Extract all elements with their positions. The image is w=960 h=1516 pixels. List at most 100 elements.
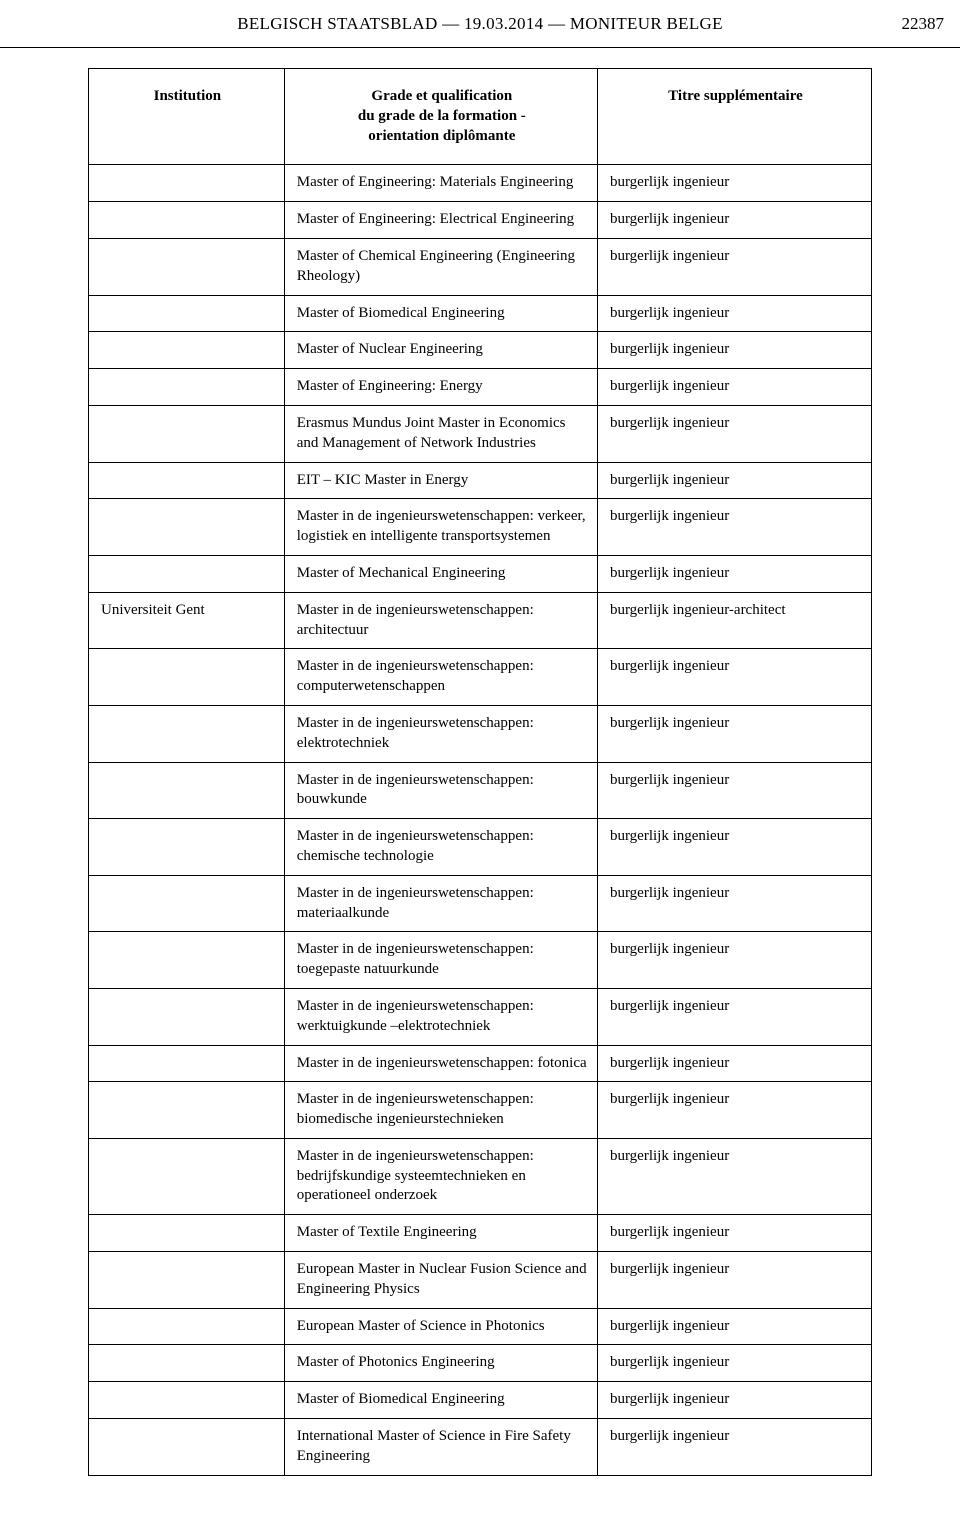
- col-titre: Titre supplémentaire: [597, 69, 871, 165]
- cell-grade: Master in de ingenieurswetenschappen: fo…: [284, 1045, 597, 1082]
- table-row: Master in de ingenieurswetenschappen: bi…: [89, 1082, 872, 1139]
- table-row: Erasmus Mundus Joint Master in Economics…: [89, 405, 872, 462]
- cell-grade: Master of Biomedical Engineering: [284, 295, 597, 332]
- cell-titre: burgerlijk ingenieur: [597, 1082, 871, 1139]
- cell-grade: International Master of Science in Fire …: [284, 1419, 597, 1476]
- cell-institution: [89, 369, 285, 406]
- cell-grade: Master in de ingenieurswetenschappen: we…: [284, 988, 597, 1045]
- cell-titre: burgerlijk ingenieur: [597, 165, 871, 202]
- table-row: Master of Biomedical Engineeringburgerli…: [89, 1382, 872, 1419]
- table-row: Master in de ingenieurswetenschappen: ch…: [89, 819, 872, 876]
- cell-titre: burgerlijk ingenieur: [597, 332, 871, 369]
- cell-titre: burgerlijk ingenieur: [597, 1419, 871, 1476]
- cell-institution: [89, 1308, 285, 1345]
- table-row: Master in de ingenieurswetenschappen: ma…: [89, 875, 872, 932]
- cell-institution: [89, 555, 285, 592]
- cell-grade: European Master in Nuclear Fusion Scienc…: [284, 1252, 597, 1309]
- cell-grade: Master in de ingenieurswetenschappen: bi…: [284, 1082, 597, 1139]
- col-grade: Grade et qualificationdu grade de la for…: [284, 69, 597, 165]
- table-row: Master in de ingenieurswetenschappen: co…: [89, 649, 872, 706]
- cell-institution: [89, 295, 285, 332]
- cell-titre: burgerlijk ingenieur: [597, 405, 871, 462]
- cell-grade: Erasmus Mundus Joint Master in Economics…: [284, 405, 597, 462]
- page-number: 22387: [902, 14, 945, 34]
- cell-grade: Master in de ingenieurswetenschappen: ma…: [284, 875, 597, 932]
- cell-titre: burgerlijk ingenieur: [597, 1382, 871, 1419]
- table-row: Master of Engineering: Energyburgerlijk …: [89, 369, 872, 406]
- table-row: Master in de ingenieurswetenschappen: to…: [89, 932, 872, 989]
- cell-titre: burgerlijk ingenieur: [597, 705, 871, 762]
- cell-institution: [89, 1215, 285, 1252]
- cell-institution: [89, 405, 285, 462]
- cell-titre: burgerlijk ingenieur: [597, 499, 871, 556]
- cell-institution: [89, 1082, 285, 1139]
- cell-institution: [89, 932, 285, 989]
- cell-institution: [89, 875, 285, 932]
- cell-grade: Master in de ingenieurswetenschappen: ch…: [284, 819, 597, 876]
- cell-grade: Master of Biomedical Engineering: [284, 1382, 597, 1419]
- cell-grade: Master of Nuclear Engineering: [284, 332, 597, 369]
- cell-institution: [89, 762, 285, 819]
- cell-grade: Master of Photonics Engineering: [284, 1345, 597, 1382]
- cell-titre: burgerlijk ingenieur: [597, 555, 871, 592]
- cell-grade: Master in de ingenieurswetenschappen: to…: [284, 932, 597, 989]
- cell-titre: burgerlijk ingenieur: [597, 1215, 871, 1252]
- cell-grade: Master in de ingenieurswetenschappen: bo…: [284, 762, 597, 819]
- cell-titre: burgerlijk ingenieur: [597, 238, 871, 295]
- cell-institution: [89, 819, 285, 876]
- cell-grade: Master of Chemical Engineering (Engineer…: [284, 238, 597, 295]
- table-row: International Master of Science in Fire …: [89, 1419, 872, 1476]
- table-row: Master of Textile Engineeringburgerlijk …: [89, 1215, 872, 1252]
- page-header: BELGISCH STAATSBLAD — 19.03.2014 — MONIT…: [0, 0, 960, 48]
- table-row: Master of Engineering: Electrical Engine…: [89, 202, 872, 239]
- col-institution: Institution: [89, 69, 285, 165]
- cell-titre: burgerlijk ingenieur: [597, 819, 871, 876]
- table-row: Master in de ingenieurswetenschappen: fo…: [89, 1045, 872, 1082]
- table-row: Master of Nuclear Engineeringburgerlijk …: [89, 332, 872, 369]
- cell-grade: Master of Textile Engineering: [284, 1215, 597, 1252]
- cell-institution: [89, 988, 285, 1045]
- table-row: Master of Chemical Engineering (Engineer…: [89, 238, 872, 295]
- cell-titre: burgerlijk ingenieur: [597, 1045, 871, 1082]
- cell-titre: burgerlijk ingenieur-architect: [597, 592, 871, 649]
- table-container: Institution Grade et qualificationdu gra…: [0, 48, 960, 1516]
- cell-institution: [89, 1252, 285, 1309]
- cell-titre: burgerlijk ingenieur: [597, 762, 871, 819]
- cell-grade: Master in de ingenieurswetenschappen: el…: [284, 705, 597, 762]
- cell-institution: [89, 462, 285, 499]
- table-body: Master of Engineering: Materials Enginee…: [89, 165, 872, 1475]
- cell-grade: Master in de ingenieurswetenschappen: ar…: [284, 592, 597, 649]
- cell-grade: Master of Engineering: Electrical Engine…: [284, 202, 597, 239]
- table-row: Master of Engineering: Materials Enginee…: [89, 165, 872, 202]
- table-row: Master in de ingenieurswetenschappen: be…: [89, 1138, 872, 1214]
- cell-institution: [89, 649, 285, 706]
- cell-institution: [89, 705, 285, 762]
- table-row: Master of Mechanical Engineeringburgerli…: [89, 555, 872, 592]
- table-header-row: Institution Grade et qualificationdu gra…: [89, 69, 872, 165]
- table-row: Master in de ingenieurswetenschappen: el…: [89, 705, 872, 762]
- cell-institution: [89, 202, 285, 239]
- cell-institution: [89, 1345, 285, 1382]
- table-row: European Master in Nuclear Fusion Scienc…: [89, 1252, 872, 1309]
- cell-institution: [89, 165, 285, 202]
- table-row: Master in de ingenieurswetenschappen: bo…: [89, 762, 872, 819]
- cell-institution: [89, 1045, 285, 1082]
- table-row: Master in de ingenieurswetenschappen: we…: [89, 988, 872, 1045]
- cell-institution: [89, 238, 285, 295]
- cell-grade: Master of Engineering: Energy: [284, 369, 597, 406]
- cell-titre: burgerlijk ingenieur: [597, 1252, 871, 1309]
- cell-institution: [89, 499, 285, 556]
- cell-grade: EIT – KIC Master in Energy: [284, 462, 597, 499]
- page: BELGISCH STAATSBLAD — 19.03.2014 — MONIT…: [0, 0, 960, 1516]
- table-row: EIT – KIC Master in Energyburgerlijk ing…: [89, 462, 872, 499]
- table-row: European Master of Science in Photonicsb…: [89, 1308, 872, 1345]
- cell-institution: Universiteit Gent: [89, 592, 285, 649]
- cell-institution: [89, 1382, 285, 1419]
- cell-grade: Master in de ingenieurswetenschappen: co…: [284, 649, 597, 706]
- cell-titre: burgerlijk ingenieur: [597, 295, 871, 332]
- cell-grade: Master in de ingenieurswetenschappen: ve…: [284, 499, 597, 556]
- cell-titre: burgerlijk ingenieur: [597, 1308, 871, 1345]
- table-row: Master of Biomedical Engineeringburgerli…: [89, 295, 872, 332]
- cell-titre: burgerlijk ingenieur: [597, 875, 871, 932]
- cell-grade: European Master of Science in Photonics: [284, 1308, 597, 1345]
